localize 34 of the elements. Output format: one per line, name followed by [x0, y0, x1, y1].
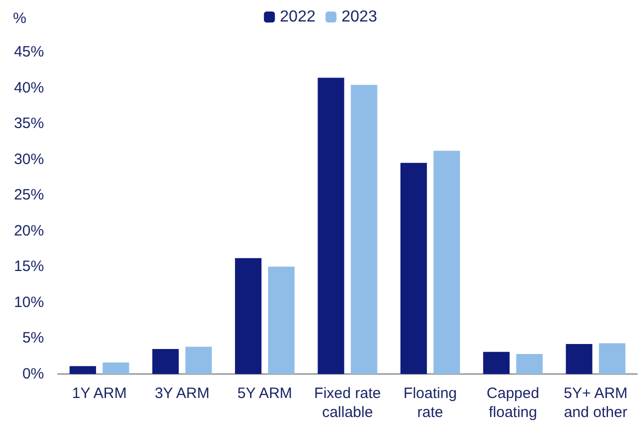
bar: [318, 78, 344, 374]
bar: [268, 266, 295, 374]
y-tick-label: 0%: [22, 366, 44, 382]
y-tick-label: 20%: [14, 222, 44, 240]
legend-label: 2022: [280, 8, 316, 26]
bar: [102, 362, 130, 374]
bar: [70, 366, 96, 374]
y-tick-label: 10%: [14, 294, 44, 311]
x-tick-label: Capped floating: [486, 385, 540, 421]
legend-label: 2023: [342, 8, 378, 26]
x-tick-label: 5Y+ ARM and other: [564, 385, 628, 421]
y-tick-label: 45%: [14, 44, 44, 60]
bar: [185, 346, 212, 374]
bar: [598, 343, 626, 374]
bar: [434, 150, 460, 374]
y-axis-title: %: [13, 10, 26, 27]
bar: [483, 352, 510, 374]
y-tick-label: 30%: [14, 150, 44, 168]
x-tick-label: 1Y ARM: [72, 385, 127, 402]
y-tick-label: 25%: [14, 186, 44, 204]
x-tick-label: Floating rate: [404, 385, 457, 421]
x-tick-label: 3Y ARM: [154, 385, 210, 402]
bar: [566, 344, 592, 374]
x-tick-label: Fixed rate callable: [314, 385, 381, 421]
bar: [400, 162, 427, 374]
y-tick-label: 40%: [14, 79, 44, 96]
bar: [152, 348, 179, 374]
bar: [516, 354, 543, 374]
bar: [350, 84, 378, 374]
y-tick-label: 35%: [14, 115, 44, 132]
y-tick-label: 15%: [14, 258, 44, 276]
x-tick-label: 5Y ARM: [237, 385, 292, 402]
y-tick-label: 5%: [22, 330, 44, 347]
bar: [235, 258, 262, 374]
